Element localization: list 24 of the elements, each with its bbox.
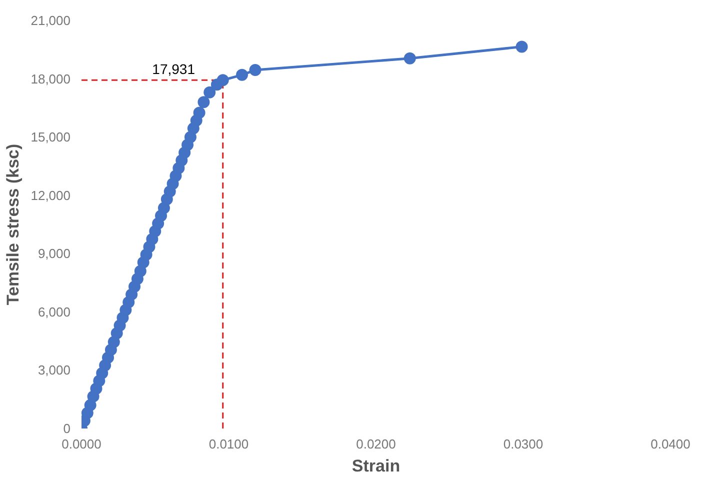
ref-line-label: 17,931 [152, 61, 196, 78]
y-tick-label: 3,000 [38, 362, 71, 378]
y-tick-label: 9,000 [38, 246, 71, 262]
x-tick-label: 0.0000 [62, 436, 102, 452]
point [193, 106, 206, 119]
x-tick-label: 0.0300 [503, 436, 544, 452]
point [404, 52, 416, 64]
point [204, 86, 216, 98]
y-tick-label: 6,000 [38, 304, 71, 320]
x-tick-label: 0.0400 [650, 436, 690, 452]
y-axis-title: Temsile stress (ksc) [4, 144, 23, 306]
x-axis-title: Strain [352, 456, 400, 476]
y-tick-label: 15,000 [30, 130, 71, 145]
y-tick-label: 21,000 [30, 13, 71, 28]
point [516, 40, 528, 53]
x-tick-label: 0.0200 [356, 436, 396, 452]
y-tick-label: 0 [63, 421, 71, 436]
point [198, 96, 210, 108]
y-tick-label: 12,000 [30, 188, 71, 203]
point [216, 74, 229, 86]
point [249, 64, 262, 76]
x-tick-label: 0.0100 [208, 436, 249, 452]
point [236, 68, 248, 81]
y-tick-label: 18,000 [30, 71, 71, 86]
